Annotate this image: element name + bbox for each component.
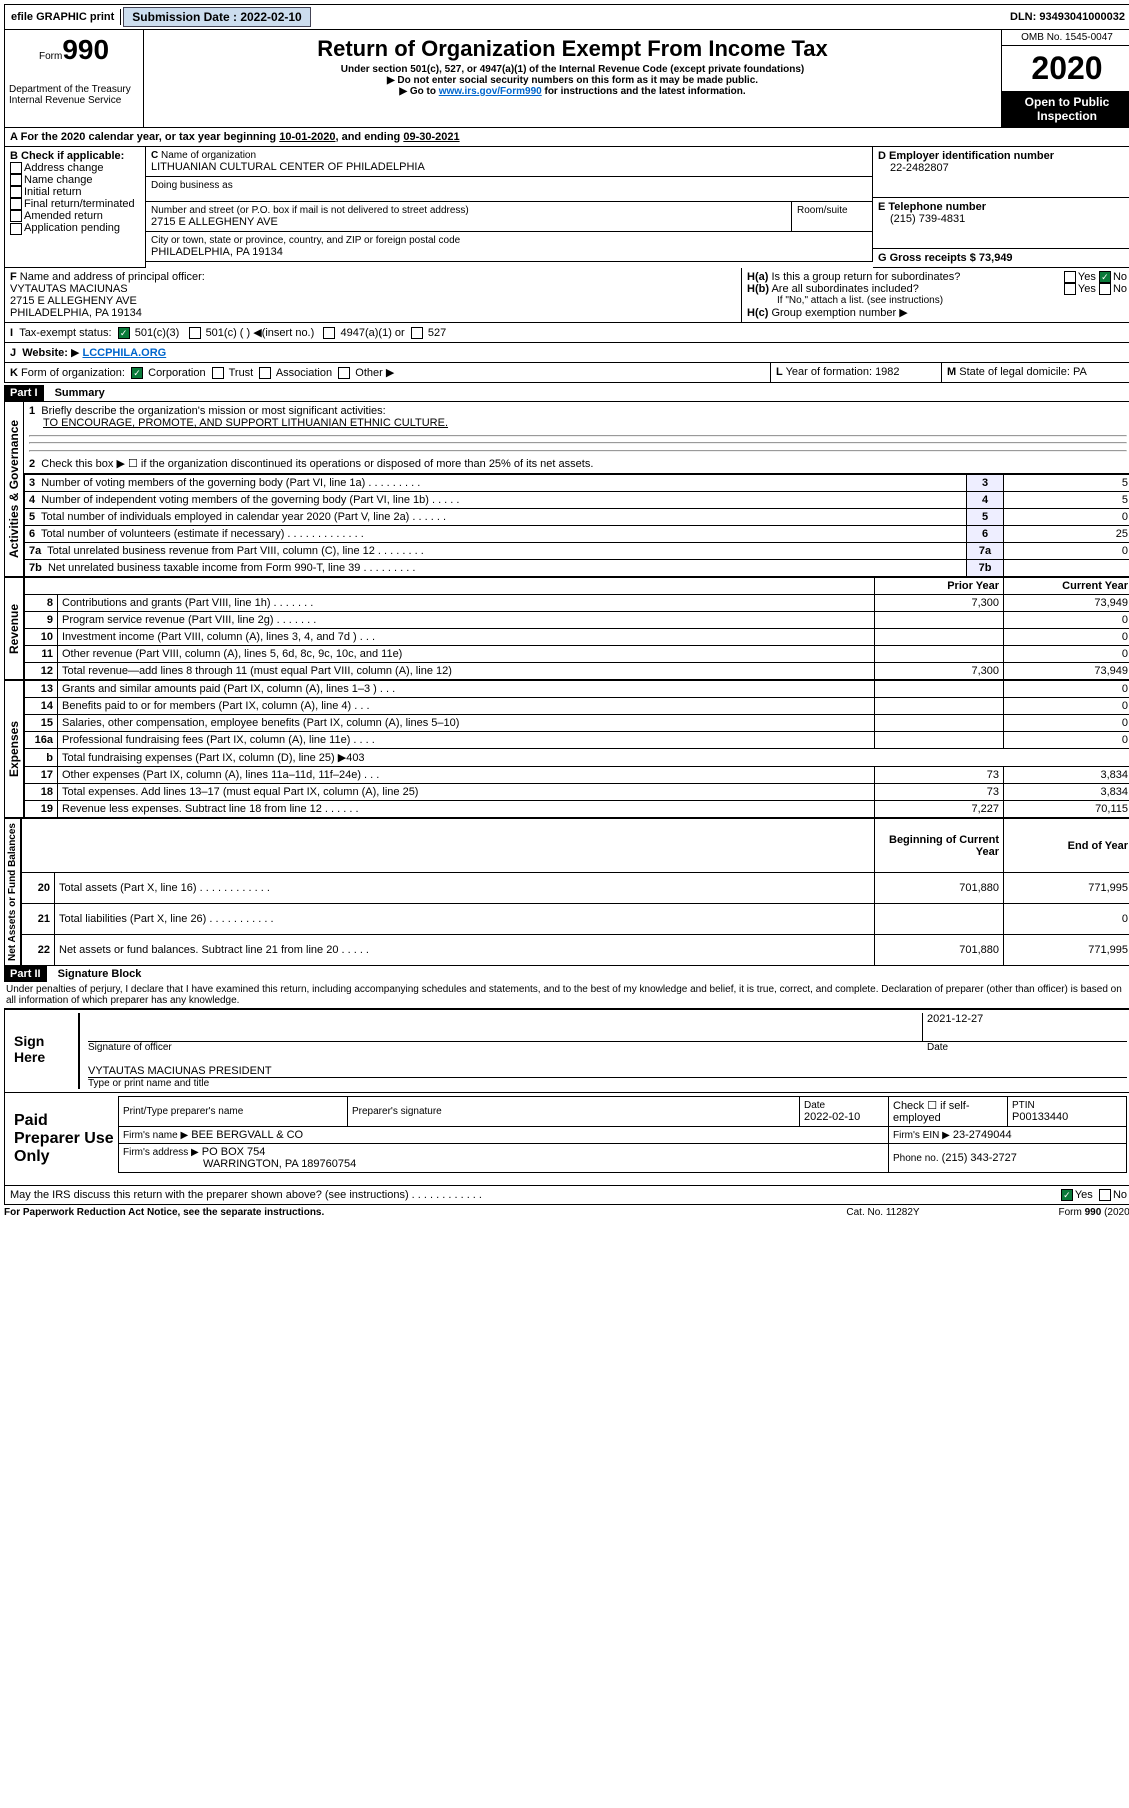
b-item: Final return/terminated [10, 198, 140, 210]
org-address: 2715 E ALLEGHENY AVE [151, 216, 786, 228]
officer-name: VYTAUTAS MACIUNAS PRESIDENT [88, 1053, 1127, 1078]
table-row: 18Total expenses. Add lines 13–17 (must … [25, 784, 1129, 801]
summary-table-1: 3 Number of voting members of the govern… [24, 474, 1129, 577]
part-ii-header: Part II Signature Block [4, 966, 1129, 982]
discuss-row: May the IRS discuss this return with the… [4, 1186, 1129, 1205]
table-row: 3 Number of voting members of the govern… [25, 475, 1129, 492]
table-row: 16aProfessional fundraising fees (Part I… [25, 732, 1129, 749]
tax-year: 2020 [1002, 46, 1129, 91]
irs-link[interactable]: www.irs.gov/Form990 [439, 86, 542, 97]
revenue-section: Revenue Prior YearCurrent Year 8Contribu… [4, 577, 1129, 680]
table-row: 15Salaries, other compensation, employee… [25, 715, 1129, 732]
org-name: LITHUANIAN CULTURAL CENTER OF PHILADELPH… [151, 161, 867, 173]
city-label: City or town, state or province, country… [151, 235, 867, 246]
year-box: OMB No. 1545-0047 2020 Open to Public In… [1001, 30, 1129, 127]
dln: DLN: 93493041000032 [1004, 9, 1129, 25]
section-f: F Name and address of principal officer:… [4, 268, 742, 323]
top-bar: efile GRAPHIC print Submission Date : 20… [4, 4, 1129, 30]
vert-revenue: Revenue [4, 577, 24, 680]
netassets-section: Net Assets or Fund Balances Beginning of… [4, 818, 1129, 966]
addr-label: Number and street (or P.O. box if mail i… [151, 205, 786, 216]
subtitle-3: ▶ Go to www.irs.gov/Form990 for instruct… [148, 86, 997, 97]
revenue-table: Prior YearCurrent Year 8Contributions an… [24, 577, 1129, 680]
sign-here-block: Sign Here 2021-12-27 Signature of office… [4, 1008, 1129, 1093]
subtitle-1: Under section 501(c), 527, or 4947(a)(1)… [148, 64, 997, 75]
table-row: 7a Total unrelated business revenue from… [25, 543, 1129, 560]
dba-label: Doing business as [146, 177, 873, 202]
table-row: 14Benefits paid to or for members (Part … [25, 698, 1129, 715]
line-a: A For the 2020 calendar year, or tax yea… [4, 128, 1129, 147]
table-row: 10Investment income (Part VIII, column (… [25, 629, 1129, 646]
vert-netassets: Net Assets or Fund Balances [4, 818, 21, 966]
phone: (215) 739-4831 [878, 213, 1127, 225]
b-item: Initial return [10, 186, 140, 198]
table-row: 5 Total number of individuals employed i… [25, 509, 1129, 526]
omb-label: OMB No. 1545-0047 [1002, 30, 1129, 46]
line-i: I Tax-exempt status: ✓ 501(c)(3) 501(c) … [4, 323, 1129, 343]
section-b: B Check if applicable: Address change Na… [4, 147, 146, 268]
vert-expenses: Expenses [4, 680, 24, 818]
submission-date: Submission Date : 2022-02-10 [123, 7, 310, 27]
table-row: bTotal fundraising expenses (Part IX, co… [25, 749, 1129, 767]
section-b-to-g: B Check if applicable: Address change Na… [4, 147, 1129, 268]
paid-preparer-block: Paid Preparer Use Only Print/Type prepar… [4, 1093, 1129, 1186]
part-i-body: Activities & Governance 1 Briefly descri… [4, 401, 1129, 577]
b-item: Address change [10, 162, 140, 174]
vert-activities: Activities & Governance [4, 401, 24, 577]
expenses-table: 13Grants and similar amounts paid (Part … [24, 680, 1129, 818]
table-row: 13Grants and similar amounts paid (Part … [25, 681, 1129, 698]
perjury-decl: Under penalties of perjury, I declare th… [4, 982, 1129, 1008]
table-row: 17Other expenses (Part IX, column (A), l… [25, 767, 1129, 784]
mission-text: TO ENCOURAGE, PROMOTE, AND SUPPORT LITHU… [29, 417, 1127, 429]
section-h: H(a) Is this a group return for subordin… [742, 268, 1129, 323]
room-label: Room/suite [792, 202, 873, 232]
subtitle-2: ▶ Do not enter social security numbers o… [148, 75, 997, 86]
table-row: 6 Total number of volunteers (estimate i… [25, 526, 1129, 543]
table-row: 8Contributions and grants (Part VIII, li… [25, 595, 1129, 612]
form-header: Form990 Department of the Treasury Inter… [4, 30, 1129, 128]
table-row: 12Total revenue—add lines 8 through 11 (… [25, 663, 1129, 680]
part-i-header: Part I Summary [4, 385, 1129, 401]
preparer-table: Print/Type preparer's name Preparer's si… [118, 1096, 1127, 1173]
spacer [313, 15, 1004, 19]
title-column: Return of Organization Exempt From Incom… [144, 30, 1001, 127]
ein: 22-2482807 [878, 162, 1127, 174]
line-klm: K Form of organization: ✓ Corporation Tr… [4, 363, 1129, 383]
table-row: 22Net assets or fund balances. Subtract … [22, 935, 1129, 966]
table-row: 20Total assets (Part X, line 16) . . . .… [22, 872, 1129, 903]
efile-label: efile GRAPHIC print [5, 9, 121, 25]
org-city: PHILADELPHIA, PA 19134 [151, 246, 867, 258]
table-row: 4 Number of independent voting members o… [25, 492, 1129, 509]
form-title: Return of Organization Exempt From Incom… [150, 36, 995, 62]
b-item: Application pending [10, 222, 140, 234]
b-item: Amended return [10, 210, 140, 222]
table-row: 19Revenue less expenses. Subtract line 1… [25, 801, 1129, 818]
table-row: 9Program service revenue (Part VIII, lin… [25, 612, 1129, 629]
table-row: 7b Net unrelated business taxable income… [25, 560, 1129, 577]
sign-here-label: Sign Here [10, 1013, 78, 1089]
section-f-h: F Name and address of principal officer:… [4, 268, 1129, 323]
table-row: 21Total liabilities (Part X, line 26) . … [22, 903, 1129, 934]
section-c: C Name of organization LITHUANIAN CULTUR… [146, 147, 873, 268]
footer: For Paperwork Reduction Act Notice, see … [4, 1205, 1129, 1218]
dept-label: Department of the Treasury Internal Reve… [9, 84, 139, 106]
paid-preparer-label: Paid Preparer Use Only [10, 1096, 118, 1182]
netassets-table: Beginning of Current YearEnd of Year 20T… [21, 818, 1129, 966]
gross-receipts: 73,949 [979, 252, 1013, 264]
b-item: Name change [10, 174, 140, 186]
expenses-section: Expenses 13Grants and similar amounts pa… [4, 680, 1129, 818]
section-d-e-g: D Employer identification number 22-2482… [873, 147, 1129, 268]
form-990-box: Form990 Department of the Treasury Inter… [5, 30, 144, 127]
table-row: 11Other revenue (Part VIII, column (A), … [25, 646, 1129, 663]
website-link[interactable]: LCCPHILA.ORG [82, 347, 166, 359]
open-to-public: Open to Public Inspection [1002, 91, 1129, 127]
line-j: J Website: ▶ LCCPHILA.ORG [4, 343, 1129, 363]
